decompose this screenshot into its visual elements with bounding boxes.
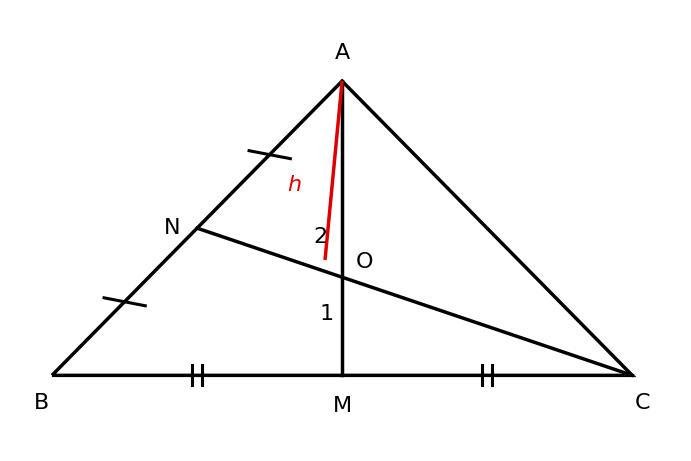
Text: N: N [164, 218, 180, 238]
Text: O: O [356, 252, 373, 272]
Text: A: A [334, 43, 350, 63]
Text: h: h [287, 175, 301, 195]
Text: 1: 1 [319, 304, 334, 324]
Text: M: M [332, 396, 352, 416]
Text: B: B [34, 393, 49, 414]
Text: 2: 2 [314, 227, 328, 247]
Text: C: C [635, 393, 650, 414]
